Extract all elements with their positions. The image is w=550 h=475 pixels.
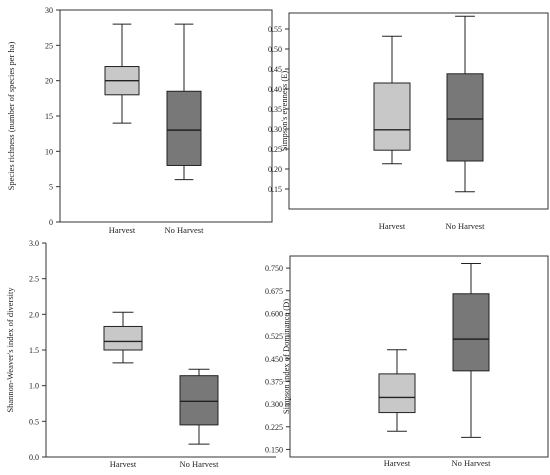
y-tick-label: 0.0	[29, 453, 39, 462]
harvest-box	[373, 82, 411, 151]
no-harvest-box	[166, 90, 202, 166]
no-harvest-box	[179, 375, 219, 426]
y-tick-label: 0.675	[265, 287, 283, 296]
panel-shannon-weaver: 0.0 0.5 1.0 1.5 2.0 2.5 3.0 Shannon-Weaver's in…	[5, 239, 276, 469]
x-category-label: No Harvest	[446, 221, 486, 231]
harvest-box	[103, 325, 143, 351]
panel-species-richness: 0 5 10 15 20 25 30 Species richness (number of …	[6, 6, 273, 235]
x-category-label: No Harvest	[452, 458, 492, 468]
y-tick-label: 2.5	[29, 275, 39, 284]
y-tick-label: 0.40	[268, 85, 282, 94]
y-tick-label: 0.150	[265, 445, 283, 454]
y-axis-label: Simpson's evenness (E)	[279, 71, 289, 152]
y-tick-label: 0.45	[268, 65, 282, 74]
harvest-box	[378, 373, 416, 414]
y-tick-label: 3.0	[29, 239, 39, 248]
y-tick-label: 0.300	[265, 400, 283, 409]
plot-frame	[288, 12, 549, 210]
y-axis-label: Species richness (number of species per …	[6, 41, 16, 190]
y-tick-label: 0.20	[268, 165, 282, 174]
y-tick-label: 0	[49, 218, 53, 227]
y-tick-label: 2.0	[29, 310, 39, 319]
panel-simpson-dominance: 0.150 0.225 0.300 0.375 0.450 0.525 0.600 0.675…	[265, 255, 549, 468]
y-tick-label: 0.30	[268, 125, 282, 134]
y-tick-label: 0.450	[265, 355, 283, 364]
y-tick-label: 0.15	[268, 185, 282, 194]
y-axis-label: Shannon-Weaver's index of diversity	[5, 287, 15, 413]
x-category-label: No Harvest	[180, 459, 220, 469]
y-tick-label: 0.25	[268, 145, 282, 154]
y-tick-label: 0.225	[265, 423, 283, 432]
y-tick-label: 0.600	[265, 309, 283, 318]
x-category-label: Harvest	[379, 221, 406, 231]
no-harvest-box	[446, 73, 484, 162]
y-tick-label: 0.750	[265, 264, 283, 273]
no-harvest-box	[452, 293, 490, 372]
x-category-label: Harvest	[109, 225, 136, 235]
y-tick-label: 30	[45, 6, 53, 15]
y-axis-label: Simpson index of Dominance (D)	[281, 299, 291, 414]
x-category-label: Harvest	[110, 459, 137, 469]
y-tick-label: 1.5	[29, 346, 39, 355]
y-tick-label: 0.35	[268, 105, 282, 114]
y-tick-label: 0.5	[29, 417, 39, 426]
panel-simpson-evenness: 0.15 0.20 0.25 0.30 0.35 0.40 0.45 0.50 0.55 Simp…	[268, 12, 549, 231]
y-tick-label: 0.50	[268, 45, 282, 54]
y-tick-label: 0.55	[268, 25, 282, 34]
y-tick-label: 15	[45, 112, 53, 121]
y-tick-label: 20	[45, 77, 53, 86]
x-category-label: Harvest	[384, 458, 411, 468]
y-tick-label: 1.0	[29, 382, 39, 391]
y-tick-label: 5	[49, 183, 53, 192]
plot-frame	[59, 9, 273, 223]
y-tick-label: 0.375	[265, 377, 283, 386]
x-category-label: No Harvest	[165, 225, 205, 235]
y-tick-label: 0.525	[265, 332, 283, 341]
plot-frame	[289, 255, 549, 458]
y-tick-label: 10	[45, 147, 53, 156]
y-tick-label: 25	[45, 41, 53, 50]
